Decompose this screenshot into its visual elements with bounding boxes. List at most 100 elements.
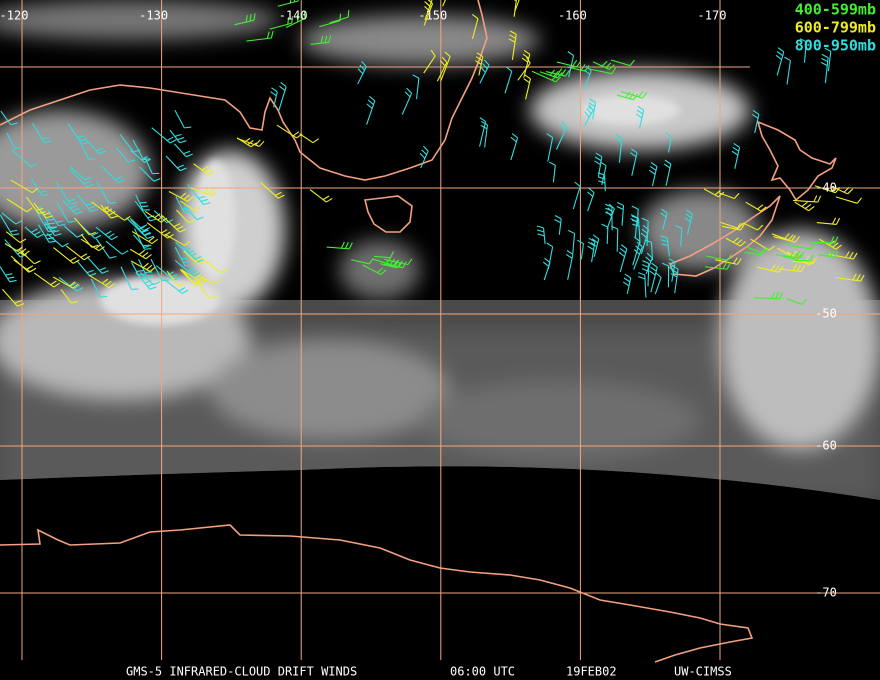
wind-barb-flag [825,249,831,257]
wind-barb-flag [72,208,80,212]
wind-barb-flag [631,215,639,219]
longitude-label: -140 [279,9,308,23]
wind-barb-flag [312,138,320,144]
wind-barb-flag [427,0,433,5]
wind-barb-flag [339,13,342,21]
wind-barb-flag [253,13,256,21]
wind-barb-flag [565,253,573,259]
wind-barb [478,56,484,76]
wind-barb-flag [211,190,218,197]
wind-barb-flag [187,250,194,255]
wind-barb-flag [183,150,191,155]
wind-barb-flag [91,232,99,237]
wind-barb-flag [184,264,193,267]
wind-barb [827,51,832,72]
wind-barb-flag [208,170,215,176]
wind-barb-flag [7,276,15,279]
wind-barb-flag [860,274,865,282]
wind-barb-flag [509,34,516,39]
wind-barb [803,41,807,63]
wind-barb-flag [142,262,149,269]
wind-barb-flag [68,220,76,223]
wind-barb [18,249,35,265]
legend-entry: 600-799mb [795,19,876,37]
wind-barb-flag [194,280,202,285]
wind-barb-flag [625,91,631,98]
wind-barb [667,136,673,153]
wind-barb-flag [195,282,203,287]
wind-barb [720,221,739,229]
wind-barb-flag [641,268,649,272]
wind-barb-flag [616,202,624,207]
wind-barb-flag [820,61,828,67]
wind-barb-flag [788,234,794,241]
wind-barb-flag [732,146,739,152]
wind-barb-flag [636,241,643,248]
wind-barb-flag [770,264,776,271]
wind-barb [651,166,658,187]
wind-barb-flag [630,148,638,154]
wind-barb-flag [760,248,765,255]
wind-barb-flag [629,59,635,66]
wind-barb [0,110,12,126]
wind-barb [380,263,397,269]
wind-barb-flag [177,164,184,169]
wind-barb-flag [255,139,261,146]
wind-barb-flag [642,264,649,268]
wind-barb [30,178,43,196]
wind-barb-flag [146,275,154,277]
wind-barb-flag [151,238,158,244]
wind-barb [0,266,11,283]
wind-barb-flag [824,47,832,52]
wind-barb-flag [591,238,599,244]
wind-barb [135,194,144,211]
wind-barb [583,70,592,90]
wind-barb-flag [194,255,202,260]
wind-barb [319,20,341,28]
wind-barb-flag [584,69,591,76]
wind-barb-flag [768,245,775,251]
wind-barb-flag [557,68,563,75]
wind-barb-flag [655,272,662,278]
wind-barb-flag [661,243,669,247]
wind-barb-flag [56,220,64,223]
wind-barb-flag [149,266,156,272]
wind-barb [139,166,155,182]
wind-barb-flag [111,235,118,241]
wind-barb-flag [649,165,657,171]
wind-barb-flag [104,230,112,236]
wind-barb-flag [99,150,107,155]
wind-barb [539,71,558,79]
legend-entry: 400-599mb [795,1,876,19]
wind-barb-flag [15,220,23,225]
wind-barb-flag [663,163,671,169]
wind-barb [786,298,803,305]
wind-barb [745,201,762,212]
wind-barb-flag [76,233,84,238]
wind-barb-flag [167,233,174,239]
wind-barb-flag [16,246,23,252]
wind-barb [671,262,676,282]
wind-barb-flag [14,300,22,304]
wind-barb-flag [148,236,155,242]
wind-barb-flag [559,124,566,131]
wind-barb [750,238,770,251]
wind-barb [96,181,110,204]
wind-barb-flag [845,251,850,258]
wind-barb-flag [830,236,835,244]
wind-barb-flag [160,217,168,223]
wind-barb-flag [771,291,776,299]
wind-barb-flag [293,0,296,3]
wind-barb-flag [166,136,174,141]
wind-barb [593,238,600,257]
wind-barb [420,150,429,169]
wind-barb-flag [48,229,56,233]
wind-barb [169,129,181,144]
wind-barb-flag [752,109,760,115]
wind-barb [33,272,55,288]
wind-barb-flag [67,198,76,202]
wind-barb [33,202,47,219]
wind-barb [785,244,812,250]
wind-barb [374,255,391,259]
wind-barb [198,284,210,299]
